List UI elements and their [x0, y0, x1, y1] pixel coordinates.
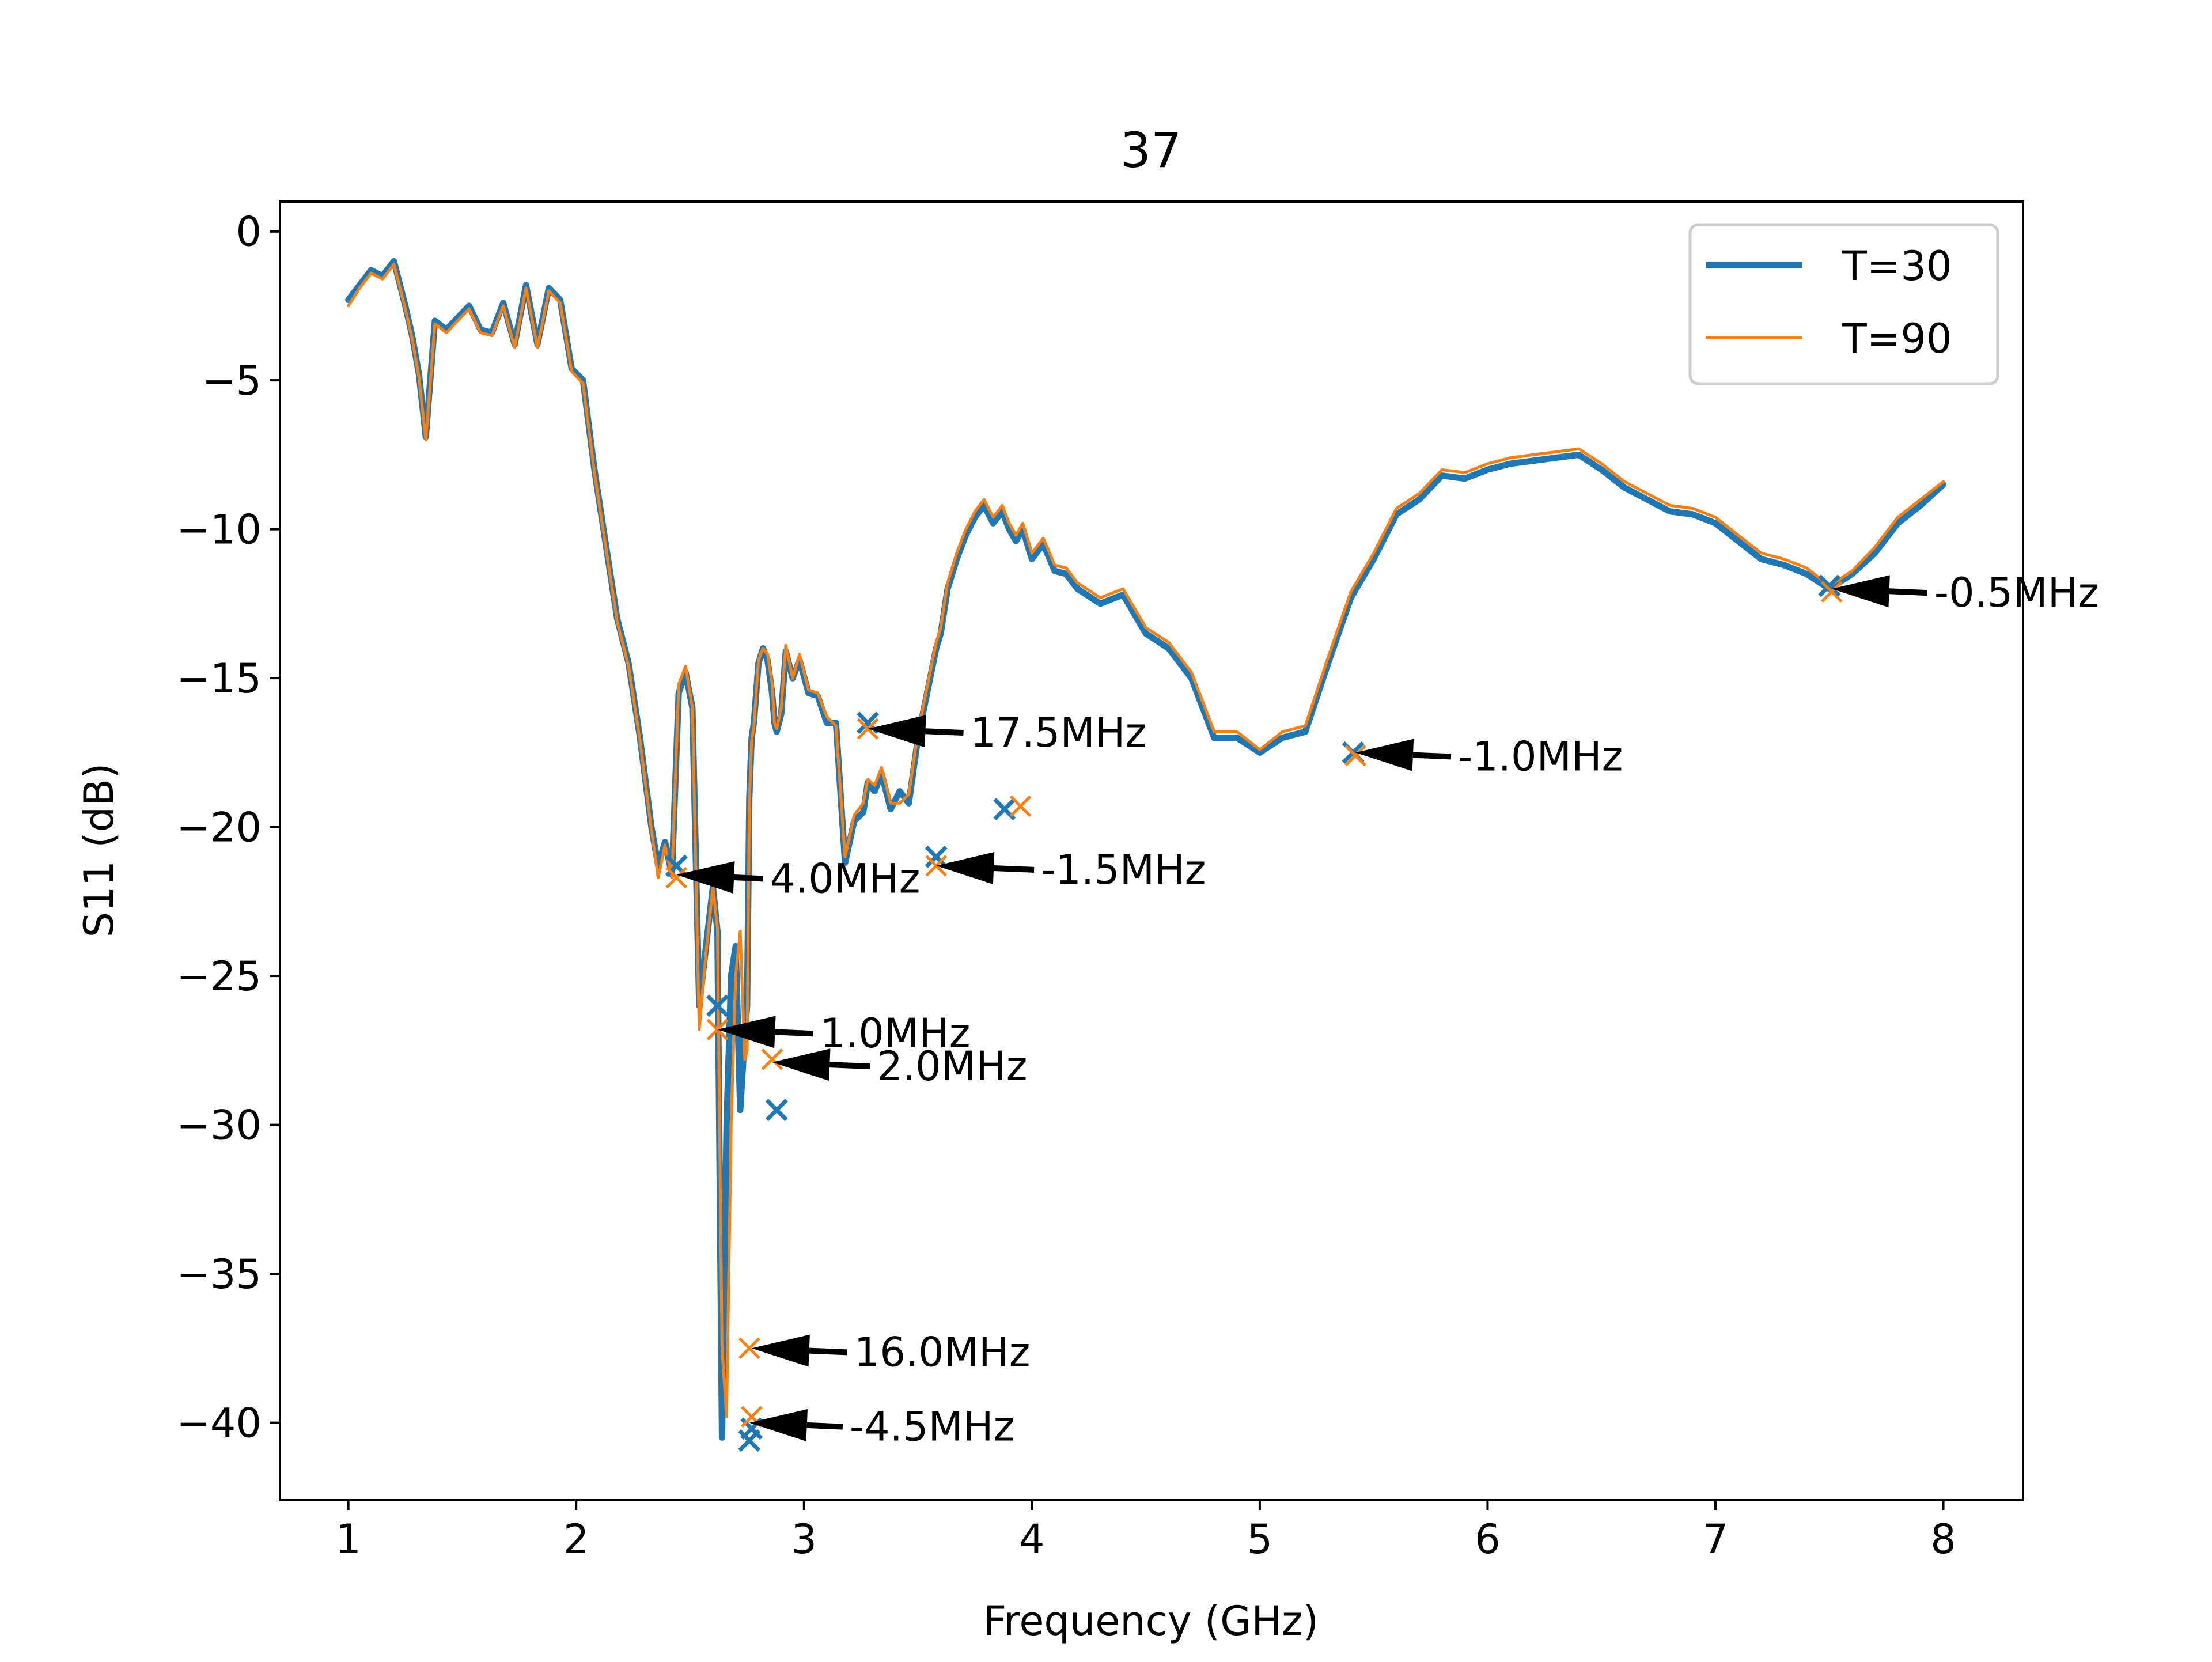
marker-t90-7 [1009, 795, 1032, 817]
x-tick-label-2: 3 [791, 1516, 817, 1563]
x-tick-label-7: 8 [1930, 1516, 1956, 1563]
y-tick-label-3: −15 [176, 655, 262, 702]
marker-t90-0 [665, 866, 688, 889]
series-line-t90 [347, 263, 1945, 1418]
annotation-label-4: -1.5MHz [1041, 846, 1206, 894]
annotation-arrow-head-1 [717, 1016, 776, 1048]
annotation-label-8: -0.5MHz [1934, 569, 2099, 616]
annotation-arrow-head-3 [868, 715, 926, 748]
annotation-label-6: -4.5MHz [850, 1403, 1014, 1451]
marker-t90-8 [1344, 744, 1366, 767]
annotation-arrow-shaft-3 [925, 728, 964, 736]
chart-title: 37 [1120, 122, 1182, 179]
y-tick-label-6: −30 [176, 1102, 262, 1149]
y-axis-label: S11 (dB) [75, 763, 123, 938]
plot-area: 1 2 3 4 5 6 7 8 0 −5 −10 −15 −20 −25 −30 −35 −40 4.0MHz 1.… [176, 200, 2099, 1563]
legend-label-t30: T=30 [1842, 243, 1952, 290]
legend-label-t90: T=90 [1842, 315, 1952, 362]
y-tick-label-1: −5 [202, 357, 262, 404]
axes-frame [279, 200, 2024, 1501]
y-tick-label-4: −20 [176, 804, 262, 851]
annotation-label-2: 2.0MHz [877, 1043, 1027, 1090]
annotation-arrow-shaft-8 [1889, 588, 1927, 596]
marker-t90-1 [706, 1019, 729, 1040]
y-tick-label-7: −35 [176, 1251, 262, 1298]
legend: T=30 T=90 [1688, 223, 1999, 385]
marker-t90-9 [1820, 581, 1843, 603]
annotation-arrow-shaft-6 [806, 1422, 843, 1430]
annotation-label-7: -1.0MHz [1458, 733, 1623, 780]
annotation-arrow-shaft-5 [809, 1347, 848, 1356]
x-tick-label-0: 1 [335, 1516, 361, 1563]
x-tick-label-4: 5 [1247, 1516, 1273, 1563]
marker-t30-6 [925, 845, 948, 868]
annotation-label-5: 16.0MHz [854, 1328, 1031, 1376]
x-axis-label: Frequency (GHz) [983, 1597, 1319, 1645]
y-tick-label-5: −25 [176, 953, 262, 1000]
annotation-arrow-shaft-1 [775, 1029, 813, 1037]
annotation-label-3: 17.5MHz [971, 709, 1147, 756]
marker-t90-2 [738, 1337, 760, 1360]
annotation-arrow-head-5 [751, 1334, 810, 1367]
annotation-arrow-shaft-0 [733, 874, 763, 882]
marker-t30-4 [765, 1099, 788, 1122]
x-tick-label-3: 4 [1019, 1516, 1045, 1563]
y-tick-label-0: 0 [236, 209, 262, 256]
annotation-arrow-head-4 [936, 851, 995, 884]
annotation-label-0: 4.0MHz [770, 855, 920, 902]
annotation-arrow-head-7 [1355, 739, 1414, 771]
annotation-arrow-head-0 [676, 861, 735, 894]
annotation-arrow-shaft-2 [830, 1062, 870, 1070]
annotation-arrow-head-6 [749, 1409, 808, 1441]
marker-t90-6 [925, 855, 947, 877]
marker-t30-9 [1818, 574, 1841, 597]
marker-t90-5 [857, 718, 879, 740]
y-tick-label-8: −40 [176, 1400, 262, 1447]
x-tick-label-1: 2 [563, 1516, 589, 1563]
annotation-arrow-head-8 [1831, 575, 1890, 608]
x-tick-label-6: 7 [1703, 1516, 1729, 1563]
x-tick-label-5: 6 [1475, 1516, 1501, 1563]
annotation-arrow-head-2 [772, 1048, 831, 1081]
annotation-label-1: 1.0MHz [820, 1010, 970, 1057]
annotation-arrow-shaft-4 [993, 865, 1035, 873]
marker-t30-1 [706, 994, 729, 1017]
y-tick-label-2: −10 [176, 506, 262, 554]
annotation-arrow-shaft-7 [1412, 752, 1452, 760]
marker-t90-4 [761, 1048, 783, 1070]
